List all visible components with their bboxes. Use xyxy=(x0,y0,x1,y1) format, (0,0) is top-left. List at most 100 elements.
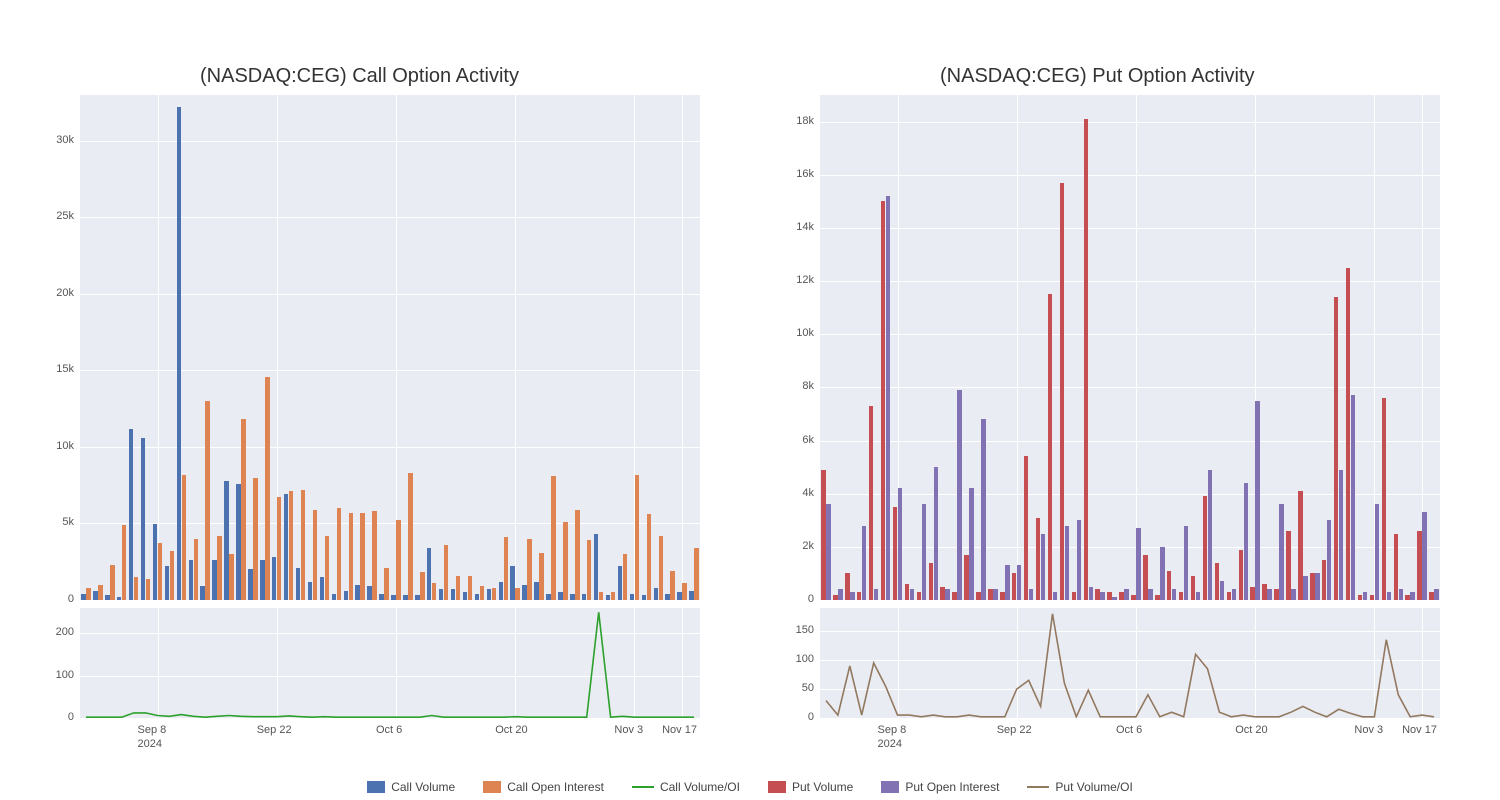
bar-series-a xyxy=(332,594,337,600)
bar-series-b xyxy=(1041,534,1046,600)
bar-series-b xyxy=(1291,589,1296,600)
bar-series-b xyxy=(1065,526,1070,600)
bar-series-b xyxy=(205,401,210,600)
bar-series-b xyxy=(1422,512,1427,600)
legend: Call VolumeCall Open InterestCall Volume… xyxy=(0,780,1500,794)
bar-series-b xyxy=(253,478,258,600)
bar-series-b xyxy=(480,586,485,600)
bar-series-a xyxy=(344,591,349,600)
bar-series-b xyxy=(623,554,628,600)
bar-series-a xyxy=(177,107,182,600)
y-tick-label: 20k xyxy=(56,287,74,299)
bar-series-a xyxy=(1250,587,1255,600)
bar-series-a xyxy=(952,592,957,600)
y-tick-label: 30k xyxy=(56,134,74,146)
bar-series-a xyxy=(1012,573,1017,600)
bar-series-b xyxy=(659,536,664,600)
legend-swatch-line xyxy=(632,786,654,788)
bar-series-a xyxy=(1155,595,1160,600)
bar-series-a xyxy=(1405,595,1410,600)
bar-series-a xyxy=(988,589,993,600)
bar-series-a xyxy=(153,524,158,601)
bar-series-a xyxy=(606,595,611,600)
legend-item: Call Open Interest xyxy=(483,780,604,794)
bar-series-a xyxy=(1382,398,1387,600)
bar-series-b xyxy=(384,568,389,600)
bar-series-a xyxy=(570,594,575,600)
bar-series-a xyxy=(654,588,659,600)
bar-series-b xyxy=(838,589,843,600)
y-tick-label: 0 xyxy=(68,711,74,723)
bar-series-a xyxy=(1262,584,1267,600)
bar-series-b xyxy=(360,513,365,600)
bar-series-b xyxy=(408,473,413,600)
bar-series-a xyxy=(403,595,408,600)
bar-series-b xyxy=(86,588,91,600)
bar-series-a xyxy=(1227,592,1232,600)
bar-series-a xyxy=(1095,589,1100,600)
bar-series-b xyxy=(957,390,962,600)
bar-series-a xyxy=(1036,518,1041,600)
y-tick-label: 0 xyxy=(808,593,814,605)
bar-series-b xyxy=(934,467,939,600)
legend-item: Call Volume/OI xyxy=(632,780,740,794)
bar-series-a xyxy=(1310,573,1315,600)
bar-series-b xyxy=(1029,589,1034,600)
gridline-v xyxy=(158,95,159,600)
bar-series-a xyxy=(224,481,229,600)
y-tick-label: 50 xyxy=(802,682,814,694)
bar-series-a xyxy=(1215,563,1220,600)
y-tick-label: 6k xyxy=(802,434,814,446)
bar-series-b xyxy=(993,589,998,600)
bar-series-b xyxy=(229,554,234,600)
gridline-h xyxy=(80,141,700,142)
bar-series-a xyxy=(845,573,850,600)
x-tick-label: Sep 8 xyxy=(878,724,907,736)
bar-series-a xyxy=(296,568,301,600)
bar-series-a xyxy=(475,594,480,600)
bar-series-b xyxy=(599,592,604,600)
bar-series-a xyxy=(1084,119,1089,600)
bar-series-b xyxy=(611,592,616,600)
bar-series-b xyxy=(182,475,187,600)
bar-series-b xyxy=(265,377,270,600)
bar-series-a xyxy=(1239,550,1244,601)
bar-series-a xyxy=(582,594,587,600)
bar-series-b xyxy=(647,514,652,600)
bar-series-b xyxy=(1208,470,1213,600)
legend-label: Put Volume xyxy=(792,780,853,794)
x-tick-label: Oct 6 xyxy=(376,724,402,736)
bar-series-b xyxy=(862,526,867,600)
bar-series-a xyxy=(1394,534,1399,600)
bar-series-a xyxy=(1107,592,1112,600)
x-tick-label: Nov 3 xyxy=(614,724,643,736)
bar-series-a xyxy=(833,595,838,600)
bar-series-a xyxy=(165,566,170,600)
bar-series-b xyxy=(313,510,318,600)
bar-series-b xyxy=(170,551,175,600)
legend-item: Put Open Interest xyxy=(881,780,999,794)
bar-series-b xyxy=(1053,592,1058,600)
bar-series-a xyxy=(1179,592,1184,600)
plot-area xyxy=(80,608,700,718)
bar-series-a xyxy=(677,592,682,600)
y-tick-label: 0 xyxy=(68,593,74,605)
bar-series-a xyxy=(1203,496,1208,600)
bar-series-b xyxy=(217,536,222,600)
bar-series-b xyxy=(420,572,425,600)
bar-series-a xyxy=(1286,531,1291,600)
x-tick-label: Sep 22 xyxy=(997,724,1032,736)
bar-series-a xyxy=(1191,576,1196,600)
bar-series-b xyxy=(1077,520,1082,600)
bar-series-b xyxy=(301,490,306,600)
legend-swatch-box xyxy=(367,781,385,793)
bar-series-b xyxy=(969,488,974,600)
y-tick-label: 0 xyxy=(808,711,814,723)
figure: (NASDAQ:CEG) Call Option Activity05k10k1… xyxy=(0,0,1500,800)
bar-series-b xyxy=(826,504,831,600)
legend-swatch-line xyxy=(1027,786,1049,788)
y-tick-label: 100 xyxy=(56,669,74,681)
bar-series-b xyxy=(1244,483,1249,600)
bar-series-a xyxy=(284,494,289,600)
bar-series-b xyxy=(1351,395,1356,600)
